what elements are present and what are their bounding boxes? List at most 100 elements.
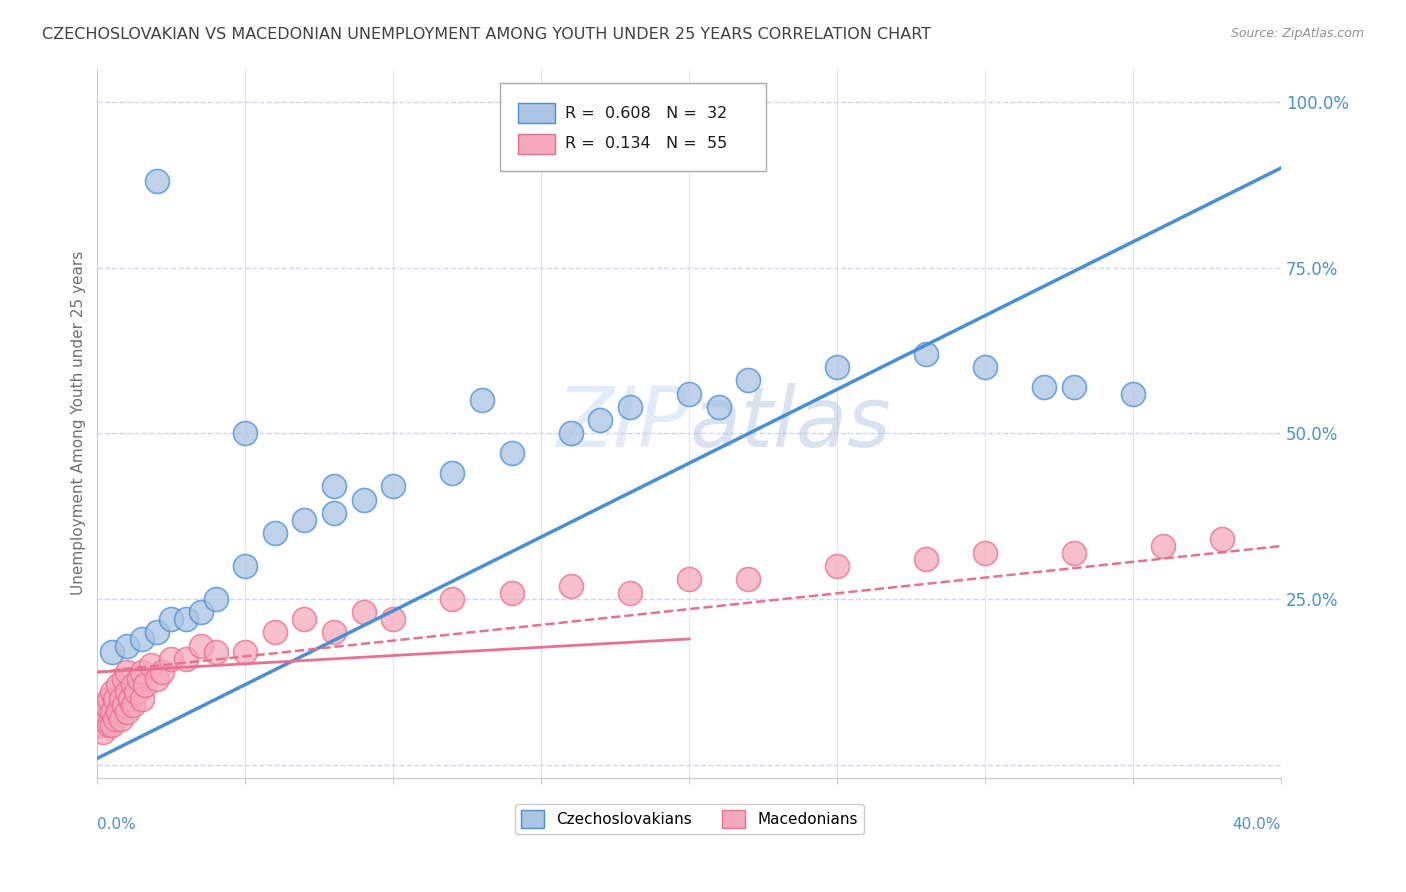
Point bbox=[204, 645, 226, 659]
Y-axis label: Unemployment Among Youth under 25 years: Unemployment Among Youth under 25 years bbox=[72, 252, 86, 596]
Point bbox=[294, 512, 316, 526]
Point bbox=[115, 685, 138, 699]
Point bbox=[101, 705, 124, 719]
Point bbox=[89, 718, 111, 732]
Point bbox=[825, 359, 848, 374]
Text: 40.0%: 40.0% bbox=[1233, 817, 1281, 832]
Point bbox=[131, 665, 153, 679]
Point bbox=[353, 606, 375, 620]
Point bbox=[471, 393, 494, 408]
Point bbox=[98, 691, 121, 706]
Point bbox=[174, 612, 197, 626]
Point bbox=[323, 625, 346, 640]
FancyBboxPatch shape bbox=[499, 83, 766, 171]
Point bbox=[353, 492, 375, 507]
Point bbox=[501, 446, 523, 460]
Text: R =  0.134   N =  55: R = 0.134 N = 55 bbox=[565, 136, 727, 152]
Point bbox=[1122, 386, 1144, 401]
Point bbox=[382, 479, 405, 493]
Text: R =  0.608   N =  32: R = 0.608 N = 32 bbox=[565, 106, 727, 120]
Text: 0.0%: 0.0% bbox=[97, 817, 136, 832]
Point bbox=[86, 718, 108, 732]
Point bbox=[441, 592, 464, 607]
Point bbox=[115, 665, 138, 679]
Point bbox=[619, 585, 641, 599]
Point bbox=[115, 639, 138, 653]
Point bbox=[294, 612, 316, 626]
Point bbox=[139, 658, 162, 673]
Point bbox=[104, 712, 127, 726]
Point bbox=[974, 546, 997, 560]
Point bbox=[96, 712, 118, 726]
Text: CZECHOSLOVAKIAN VS MACEDONIAN UNEMPLOYMENT AMONG YOUTH UNDER 25 YEARS CORRELATIO: CZECHOSLOVAKIAN VS MACEDONIAN UNEMPLOYME… bbox=[42, 27, 931, 42]
Point bbox=[101, 645, 124, 659]
Point bbox=[131, 632, 153, 646]
Point bbox=[1063, 546, 1085, 560]
Point bbox=[174, 652, 197, 666]
Point bbox=[131, 691, 153, 706]
Point bbox=[160, 612, 183, 626]
Point bbox=[915, 552, 938, 566]
Point bbox=[190, 639, 212, 653]
Point bbox=[323, 479, 346, 493]
Point bbox=[112, 698, 135, 713]
Point bbox=[678, 572, 700, 586]
Point bbox=[91, 705, 114, 719]
Point bbox=[1033, 380, 1056, 394]
Point bbox=[737, 373, 759, 387]
Point bbox=[1152, 539, 1174, 553]
Point bbox=[233, 645, 256, 659]
Point bbox=[121, 698, 143, 713]
Point bbox=[678, 386, 700, 401]
Point bbox=[145, 625, 167, 640]
Point bbox=[96, 698, 118, 713]
Point bbox=[112, 672, 135, 686]
Point bbox=[974, 359, 997, 374]
Point bbox=[1211, 533, 1233, 547]
Text: ZIP: ZIP bbox=[557, 383, 689, 464]
Point bbox=[441, 466, 464, 480]
Point bbox=[128, 672, 150, 686]
Point bbox=[125, 685, 148, 699]
Point bbox=[501, 585, 523, 599]
Point bbox=[121, 678, 143, 692]
Point bbox=[110, 712, 132, 726]
Point bbox=[915, 347, 938, 361]
Point bbox=[1063, 380, 1085, 394]
Point bbox=[118, 691, 141, 706]
Text: atlas: atlas bbox=[689, 383, 891, 464]
Text: Source: ZipAtlas.com: Source: ZipAtlas.com bbox=[1230, 27, 1364, 40]
Point bbox=[233, 426, 256, 441]
Point bbox=[145, 174, 167, 188]
Point bbox=[737, 572, 759, 586]
Point bbox=[160, 652, 183, 666]
Point bbox=[382, 612, 405, 626]
Point bbox=[264, 625, 287, 640]
FancyBboxPatch shape bbox=[517, 134, 555, 153]
Point bbox=[101, 718, 124, 732]
Point bbox=[190, 606, 212, 620]
Point bbox=[101, 685, 124, 699]
Point bbox=[825, 559, 848, 574]
Point bbox=[560, 579, 582, 593]
Point bbox=[98, 718, 121, 732]
Point bbox=[589, 413, 612, 427]
Point bbox=[233, 559, 256, 574]
Point bbox=[145, 672, 167, 686]
Point bbox=[115, 705, 138, 719]
Point bbox=[204, 592, 226, 607]
Point bbox=[134, 678, 156, 692]
Point bbox=[107, 678, 129, 692]
Point bbox=[110, 691, 132, 706]
FancyBboxPatch shape bbox=[517, 103, 555, 123]
Legend: Czechoslovakians, Macedonians: Czechoslovakians, Macedonians bbox=[515, 804, 863, 834]
Point bbox=[264, 525, 287, 540]
Point bbox=[560, 426, 582, 441]
Point bbox=[152, 665, 174, 679]
Point bbox=[91, 724, 114, 739]
Point bbox=[107, 705, 129, 719]
Point bbox=[323, 506, 346, 520]
Point bbox=[104, 691, 127, 706]
Point bbox=[619, 400, 641, 414]
Point bbox=[707, 400, 730, 414]
